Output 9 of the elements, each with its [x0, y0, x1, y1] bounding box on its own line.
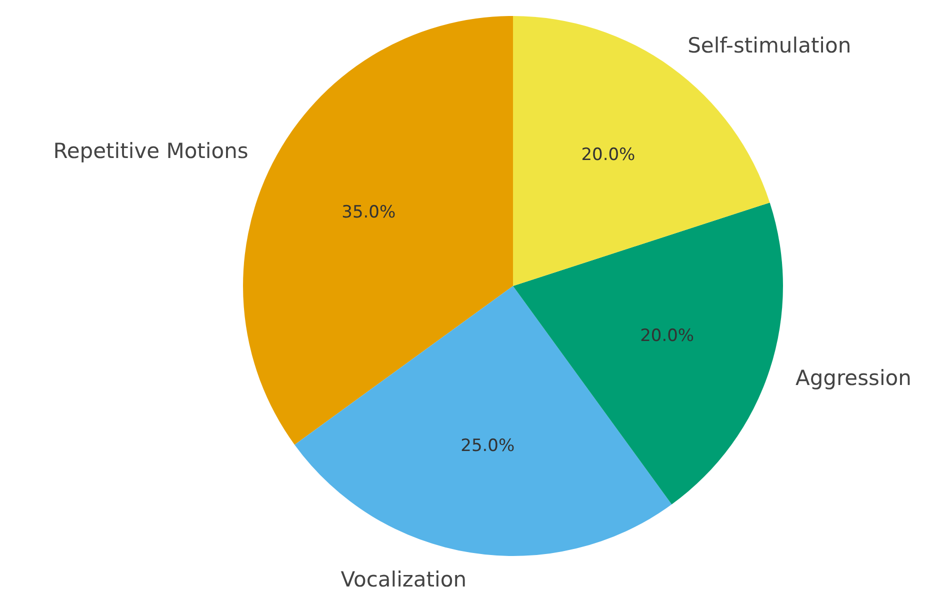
data-label: 20.0% — [640, 326, 694, 346]
data-label: 35.0% — [342, 202, 396, 222]
data-label: 25.0% — [460, 436, 515, 456]
pie-slice — [513, 202, 782, 504]
slice-label: Self-stimulation — [688, 34, 852, 58]
data-label: 20.0% — [581, 144, 636, 165]
slice-label: Repetitive Motions — [53, 139, 248, 164]
slice-label: Vocalization — [340, 567, 467, 590]
slice-label: Aggression — [795, 366, 912, 390]
